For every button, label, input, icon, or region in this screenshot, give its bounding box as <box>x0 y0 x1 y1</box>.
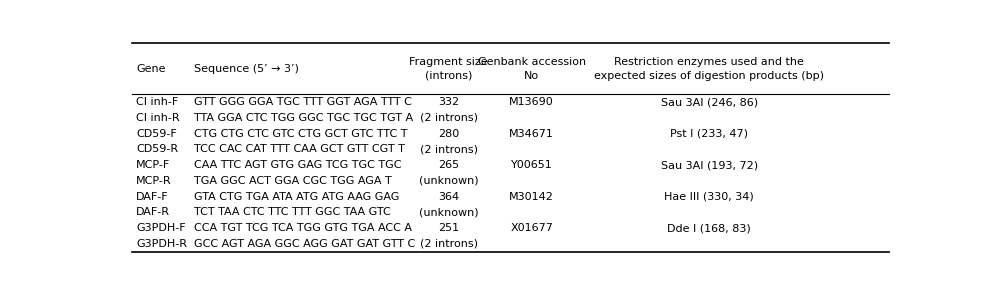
Text: 364: 364 <box>438 192 459 202</box>
Text: CD59-F: CD59-F <box>136 129 177 139</box>
Text: Pst I (233, 47): Pst I (233, 47) <box>670 129 748 139</box>
Text: 251: 251 <box>438 223 459 233</box>
Text: CI inh-F: CI inh-F <box>136 97 178 107</box>
Text: 332: 332 <box>438 97 459 107</box>
Text: 265: 265 <box>438 160 459 170</box>
Text: (unknown): (unknown) <box>419 207 478 217</box>
Text: CCA TGT TCG TCA TGG GTG TGA ACC A: CCA TGT TCG TCA TGG GTG TGA ACC A <box>194 223 412 233</box>
Text: M13690: M13690 <box>509 97 554 107</box>
Text: GTT GGG GGA TGC TTT GGT AGA TTT C: GTT GGG GGA TGC TTT GGT AGA TTT C <box>194 97 412 107</box>
Text: X01677: X01677 <box>510 223 553 233</box>
Text: Sequence (5’ → 3’): Sequence (5’ → 3’) <box>194 64 299 74</box>
Text: CI inh-R: CI inh-R <box>136 113 179 123</box>
Text: (unknown): (unknown) <box>419 176 478 186</box>
Text: CTG CTG CTC GTC CTG GCT GTC TTC T: CTG CTG CTC GTC CTG GCT GTC TTC T <box>194 129 407 139</box>
Text: TGA GGC ACT GGA CGC TGG AGA T: TGA GGC ACT GGA CGC TGG AGA T <box>194 176 391 186</box>
Text: DAF-F: DAF-F <box>136 192 168 202</box>
Text: DAF-R: DAF-R <box>136 207 170 217</box>
Text: Fragment size
(introns): Fragment size (introns) <box>409 57 488 81</box>
Text: G3PDH-R: G3PDH-R <box>136 239 187 249</box>
Text: GTA CTG TGA ATA ATG ATG AAG GAG: GTA CTG TGA ATA ATG ATG AAG GAG <box>194 192 399 202</box>
Text: GCC AGT AGA GGC AGG GAT GAT GTT C: GCC AGT AGA GGC AGG GAT GAT GTT C <box>194 239 415 249</box>
Text: (2 introns): (2 introns) <box>419 113 478 123</box>
Text: Sau 3AI (246, 86): Sau 3AI (246, 86) <box>660 97 758 107</box>
Text: Restriction enzymes used and the
expected sizes of digestion products (bp): Restriction enzymes used and the expecte… <box>595 57 825 81</box>
Text: Dde I (168, 83): Dde I (168, 83) <box>667 223 751 233</box>
Text: M34671: M34671 <box>509 129 554 139</box>
Text: CAA TTC AGT GTG GAG TCG TGC TGC: CAA TTC AGT GTG GAG TCG TGC TGC <box>194 160 401 170</box>
Text: MCP-R: MCP-R <box>136 176 171 186</box>
Text: TCC CAC CAT TTT CAA GCT GTT CGT T: TCC CAC CAT TTT CAA GCT GTT CGT T <box>194 144 404 154</box>
Text: (2 introns): (2 introns) <box>419 239 478 249</box>
Text: MCP-F: MCP-F <box>136 160 170 170</box>
Text: 280: 280 <box>438 129 459 139</box>
Text: TCT TAA CTC TTC TTT GGC TAA GTC: TCT TAA CTC TTC TTT GGC TAA GTC <box>194 207 390 217</box>
Text: M30142: M30142 <box>509 192 554 202</box>
Text: (2 introns): (2 introns) <box>419 144 478 154</box>
Text: Y00651: Y00651 <box>511 160 553 170</box>
Text: Genbank accession
No: Genbank accession No <box>478 57 586 81</box>
Text: Sau 3AI (193, 72): Sau 3AI (193, 72) <box>660 160 758 170</box>
Text: G3PDH-F: G3PDH-F <box>136 223 185 233</box>
Text: TTA GGA CTC TGG GGC TGC TGC TGT A: TTA GGA CTC TGG GGC TGC TGC TGT A <box>194 113 413 123</box>
Text: Gene: Gene <box>136 64 165 74</box>
Text: CD59-R: CD59-R <box>136 144 178 154</box>
Text: Hae III (330, 34): Hae III (330, 34) <box>664 192 754 202</box>
